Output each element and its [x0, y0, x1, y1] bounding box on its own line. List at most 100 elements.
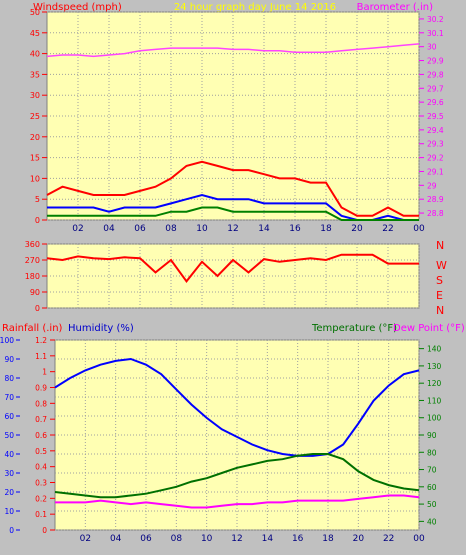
axis-tick-label: 60	[4, 412, 14, 421]
axis-tick-label: 1.2	[35, 336, 47, 345]
axis-tick-label: 0.2	[35, 494, 47, 503]
axis-tick-label: 30.2	[427, 15, 444, 24]
time-tick-label: 10	[201, 534, 213, 544]
axis-tick-label: 140	[427, 345, 442, 354]
time-tick-label: 02	[72, 224, 83, 234]
series-humidity	[54, 357, 420, 457]
temperature-axis-title: Temperature (°F)	[311, 323, 397, 334]
time-tick-label: 06	[140, 534, 152, 544]
humidity-panel-grid	[55, 339, 420, 531]
axis-tick-label: 90	[427, 431, 437, 440]
axis-tick-label: 29.2	[427, 154, 444, 163]
wind-panel-time-axis: 02 04 06 08 10 12 14 16 18 20 22 00	[72, 224, 425, 234]
axis-tick-label: 70	[427, 466, 437, 475]
axis-tick-label: 35	[30, 70, 40, 79]
axis-tick-label: 60	[427, 483, 437, 492]
axis-tick-label: 1.1	[35, 352, 47, 361]
axis-tick-label: 0.6	[35, 431, 47, 440]
axis-tick-label: 100	[427, 414, 442, 423]
rainfall-axis-title: Rainfall (.in)	[2, 323, 63, 334]
axis-tick-label: 360	[25, 240, 40, 249]
axis-tick-label: 70	[4, 393, 14, 402]
axis-tick-label: 110	[427, 396, 442, 405]
axis-tick-label: 29.4	[427, 126, 444, 135]
time-tick-label: 16	[292, 534, 304, 544]
axis-tick-label: 30	[30, 91, 40, 100]
time-tick-label: 08	[171, 534, 183, 544]
time-tick-label: 16	[289, 224, 301, 234]
axis-tick-label: 180	[25, 272, 40, 281]
time-tick-label: 10	[196, 224, 208, 234]
axis-tick-label: 90	[4, 355, 14, 364]
axis-tick-label: 0	[35, 216, 40, 225]
wind-panel-grid	[47, 11, 420, 221]
direction-panel-series	[46, 253, 419, 283]
time-tick-label: 18	[322, 534, 334, 544]
axis-tick-label: 90	[30, 288, 40, 297]
time-tick-label: 08	[165, 224, 177, 234]
time-tick-label: 06	[134, 224, 146, 234]
axis-tick-label: 28.8	[427, 209, 444, 218]
windspeed-axis-title: Windspeed (mph)	[33, 2, 122, 13]
time-tick-label: 22	[382, 224, 393, 234]
axis-tick-label: 30.1	[427, 29, 444, 38]
axis-tick-label: 29.1	[427, 167, 444, 176]
axis-tick-label: 0.5	[35, 447, 47, 456]
time-tick-label: 12	[227, 224, 238, 234]
time-tick-label: 22	[383, 534, 394, 544]
axis-tick-label: 1	[42, 368, 47, 377]
direction-axis: 0 90 180 270 360	[25, 240, 47, 313]
humidity-panel-time-axis: 02 04 06 08 10 12 14 16 18 20 22 00	[80, 534, 425, 544]
axis-tick-label: 0.7	[35, 415, 47, 424]
axis-tick-label: 28.9	[427, 195, 444, 204]
axis-tick-label: 0.3	[35, 479, 47, 488]
axis-tick-label: 29.7	[427, 84, 444, 93]
time-tick-label: 14	[262, 534, 274, 544]
axis-tick-label: 50	[427, 500, 437, 509]
axis-tick-label: 80	[4, 374, 14, 383]
axis-tick-label: 0	[9, 526, 14, 535]
axis-tick-label: 5	[35, 195, 40, 204]
axis-tick-label: 10	[30, 174, 40, 183]
axis-tick-label: 29.5	[427, 112, 444, 121]
time-tick-label: 12	[231, 534, 242, 544]
humidity-axis-title: Humidity (%)	[68, 323, 134, 334]
series-gust	[46, 160, 419, 217]
axis-tick-label: 29.6	[427, 98, 444, 107]
axis-tick-label: 130	[427, 362, 442, 371]
time-tick-label: 18	[320, 224, 332, 234]
series-temperature	[54, 453, 420, 499]
time-tick-label: 14	[258, 224, 270, 234]
axis-tick-label: 0.9	[35, 384, 47, 393]
axis-tick-label: 20	[4, 488, 14, 497]
time-tick-label: 04	[103, 224, 115, 234]
axis-tick-label: 29.9	[427, 57, 444, 66]
axis-tick-label: 40	[427, 517, 437, 526]
series-average	[47, 206, 419, 221]
axis-tick-label: 45	[30, 29, 40, 38]
rainfall-axis: 0 0.1 0.2 0.3 0.4 0.5 0.6 0.7 0.8 0.9 1 1.1 1.2	[35, 336, 55, 535]
compass-label-e: E	[436, 289, 443, 302]
axis-tick-label: 0	[42, 526, 47, 535]
time-tick-label: 04	[110, 534, 122, 544]
axis-tick-label: 20	[30, 133, 40, 142]
barometer-axis-title: Barometer (.in)	[357, 2, 433, 13]
windspeed-axis: 0 5 10 15 20 25 30 35 40 45 50	[30, 8, 47, 225]
axis-tick-label: 30	[4, 469, 14, 478]
barometer-axis: 28.8 28.9 29 29.1 29.2 29.3 29.4 29.5 29.6 29.7 29…	[419, 15, 444, 218]
time-tick-label: 20	[353, 534, 365, 544]
temperature-axis: 40 50 60 70 80 90 100 110 120 130 140	[419, 345, 442, 526]
axis-tick-label: 270	[25, 256, 40, 265]
humidity-panel-series	[54, 357, 420, 509]
graph-title: 24 hour graph day June 14 2016	[174, 2, 336, 13]
series-dewpoint	[55, 494, 420, 509]
axis-tick-label: 25	[30, 112, 40, 121]
axis-tick-label: 29.8	[427, 70, 444, 79]
axis-tick-label: 100	[0, 336, 14, 345]
axis-tick-label: 29.3	[427, 140, 444, 149]
compass-label-n-bottom: N	[436, 304, 444, 317]
axis-tick-label: 40	[30, 50, 40, 59]
axis-tick-label: 80	[427, 448, 437, 457]
compass-label-s: S	[436, 274, 443, 287]
